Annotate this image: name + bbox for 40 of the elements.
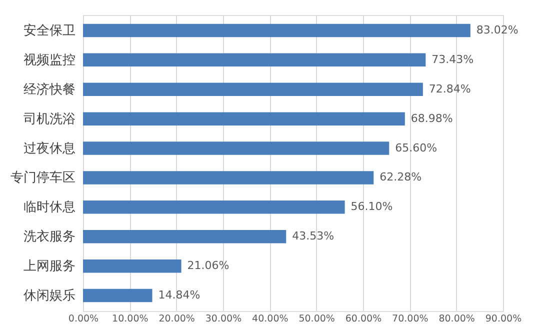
bar <box>83 142 390 155</box>
data-label: 62.28% <box>380 170 422 184</box>
bar <box>83 259 182 273</box>
bar <box>83 230 286 244</box>
x-tick-label: 50.00% <box>298 314 335 324</box>
data-label: 43.53% <box>292 230 334 243</box>
x-tick-label: 20.00% <box>158 314 195 324</box>
bar <box>83 288 152 302</box>
bar <box>83 82 423 96</box>
y-tick-label: 司机洗浴 <box>24 112 76 127</box>
data-label: 65.60% <box>395 141 438 154</box>
data-label: 83.02% <box>476 23 518 36</box>
x-tick-label: 80.00% <box>438 314 475 324</box>
y-tick-label: 过夜休息 <box>24 140 76 156</box>
x-tick-label: 30.00% <box>205 314 242 324</box>
y-tick-label: 经济快餐 <box>24 82 76 98</box>
y-tick-label: 安全保卫 <box>24 22 76 38</box>
x-tick-label: 40.00% <box>252 314 288 324</box>
bar <box>83 112 405 126</box>
y-tick-label: 上网服务 <box>24 259 76 274</box>
bar <box>83 53 426 67</box>
bar <box>83 24 470 38</box>
data-label: 14.84% <box>158 288 200 302</box>
x-tick-label: 90.00% <box>485 314 522 324</box>
y-tick-label: 休闲娱乐 <box>24 288 76 304</box>
x-tick-label: 60.00% <box>345 314 382 324</box>
x-tick-label: 10.00% <box>112 314 148 324</box>
y-tick-label: 洗衣服务 <box>24 230 76 245</box>
y-tick-label: 专门停车区 <box>10 170 76 186</box>
data-label: 72.84% <box>428 82 471 96</box>
data-label: 73.43% <box>432 52 474 66</box>
data-label: 56.10% <box>350 200 393 214</box>
x-tick-label: 0.00% <box>68 314 99 324</box>
bar <box>83 171 374 184</box>
bar <box>83 200 345 214</box>
y-tick-label: 视频监控 <box>24 52 76 68</box>
y-tick-label: 临时休息 <box>24 200 76 216</box>
data-label: 68.98% <box>410 112 453 125</box>
x-tick-label: 70.00% <box>392 314 428 324</box>
data-label: 21.06% <box>187 259 230 272</box>
